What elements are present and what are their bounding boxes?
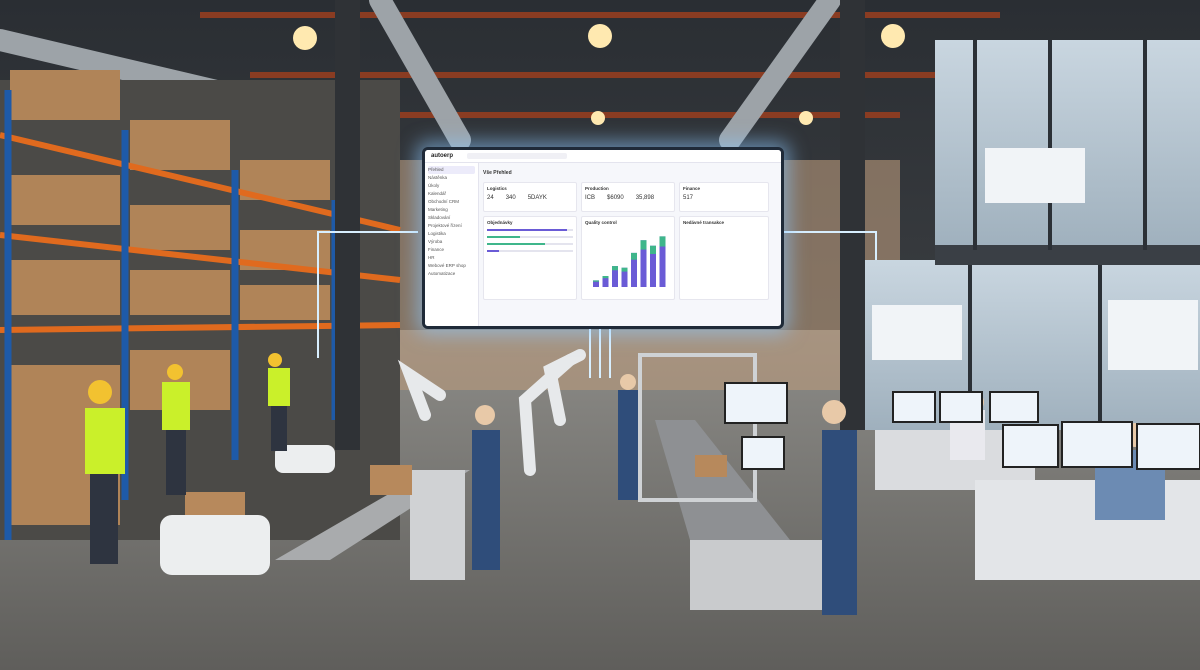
chart-bar bbox=[650, 245, 656, 287]
sidebar-item[interactable]: Finance bbox=[428, 247, 445, 252]
dashboard-topbar: autoerp bbox=[425, 150, 781, 163]
chart-bar-segment bbox=[631, 252, 637, 260]
logistics-card: Logistics 24 340 5DAYK bbox=[483, 182, 577, 212]
chart-bar bbox=[621, 267, 628, 287]
sidebar-item[interactable]: Obchodní CRM bbox=[428, 199, 460, 204]
chart-bar bbox=[593, 280, 599, 287]
support-columns bbox=[335, 0, 865, 450]
progress-bar bbox=[487, 250, 573, 252]
page-title: Vše Přehled bbox=[483, 170, 512, 176]
card-title: Logistics bbox=[487, 186, 507, 191]
workers bbox=[85, 353, 1165, 615]
kpi: 340 bbox=[505, 195, 516, 201]
chart-bar bbox=[631, 252, 637, 287]
card-title: Nedávné transakce bbox=[683, 220, 725, 225]
kpi: 35,898 bbox=[635, 195, 655, 201]
erp-dashboard-display: autoerp Přehled Nástěnka Úkoly Kalendář Obch… bbox=[422, 147, 784, 329]
chart-bar bbox=[612, 266, 618, 287]
quality-chart bbox=[593, 236, 666, 287]
kpi: $6090 bbox=[607, 195, 624, 201]
chart-bar bbox=[659, 236, 666, 287]
chart-bar-segment bbox=[593, 280, 599, 282]
finance-card: Finance 517 bbox=[679, 182, 769, 212]
card-title: Objednávky bbox=[487, 220, 513, 225]
robot-arms bbox=[397, 349, 586, 476]
production-card: Production ICB $6090 35,898 bbox=[581, 182, 675, 212]
card-title: Production bbox=[585, 186, 609, 191]
progress-bar bbox=[487, 243, 573, 245]
sidebar-item[interactable]: Nástěnka bbox=[428, 175, 448, 180]
chart-bar bbox=[640, 240, 647, 287]
sidebar-item[interactable]: Logistika bbox=[428, 231, 446, 236]
kpi: ICB bbox=[585, 195, 596, 201]
chart-bar-segment bbox=[602, 276, 609, 279]
dashboard-main: Vše Přehled Logistics 24 340 5DAYK Product… bbox=[483, 166, 777, 324]
sidebar-item[interactable]: Marketing bbox=[428, 207, 448, 212]
sidebar-item[interactable]: Skladování bbox=[428, 215, 451, 220]
quality-card: Quality control bbox=[581, 216, 675, 300]
search-bar bbox=[467, 153, 568, 159]
kpi: 24 bbox=[487, 195, 494, 201]
conveyors bbox=[160, 353, 825, 610]
kpi: 517 bbox=[683, 195, 694, 201]
progress-bar bbox=[487, 236, 573, 238]
connector-lines bbox=[317, 231, 877, 378]
sidebar-item[interactable]: Úkoly bbox=[428, 183, 440, 188]
sidebar-item[interactable]: Přehled bbox=[428, 166, 475, 174]
orders-card: Objednávky bbox=[483, 216, 577, 300]
sidebar-item[interactable]: Webové ERP shop bbox=[428, 263, 466, 268]
logo: autoerp bbox=[431, 153, 454, 159]
chart-bar-segment bbox=[621, 267, 628, 272]
recent-card: Nedávné transakce bbox=[679, 216, 769, 300]
card-title: Finance bbox=[683, 186, 701, 191]
chart-bar-segment bbox=[650, 245, 656, 254]
monitors bbox=[724, 382, 1200, 470]
sidebar-item[interactable]: Kalendář bbox=[428, 191, 447, 196]
chart-bar-segment bbox=[640, 240, 647, 250]
dashboard-sidebar: Přehled Nástěnka Úkoly Kalendář Obchodní CRM… bbox=[425, 163, 479, 326]
sidebar-item[interactable]: Výroba bbox=[428, 239, 443, 244]
kpi: 5DAYK bbox=[527, 195, 547, 201]
sidebar-item[interactable]: Automatizace bbox=[428, 271, 456, 276]
card-title: Quality control bbox=[585, 220, 617, 225]
sidebar-item[interactable]: Projektové řízení bbox=[428, 223, 462, 228]
sidebar-item[interactable]: HR bbox=[428, 255, 435, 260]
chart-bar-segment bbox=[612, 266, 618, 271]
chart-bar bbox=[602, 276, 609, 287]
storage-racks bbox=[0, 70, 401, 540]
chart-bar-segment bbox=[659, 236, 666, 247]
progress-bar bbox=[487, 229, 573, 231]
